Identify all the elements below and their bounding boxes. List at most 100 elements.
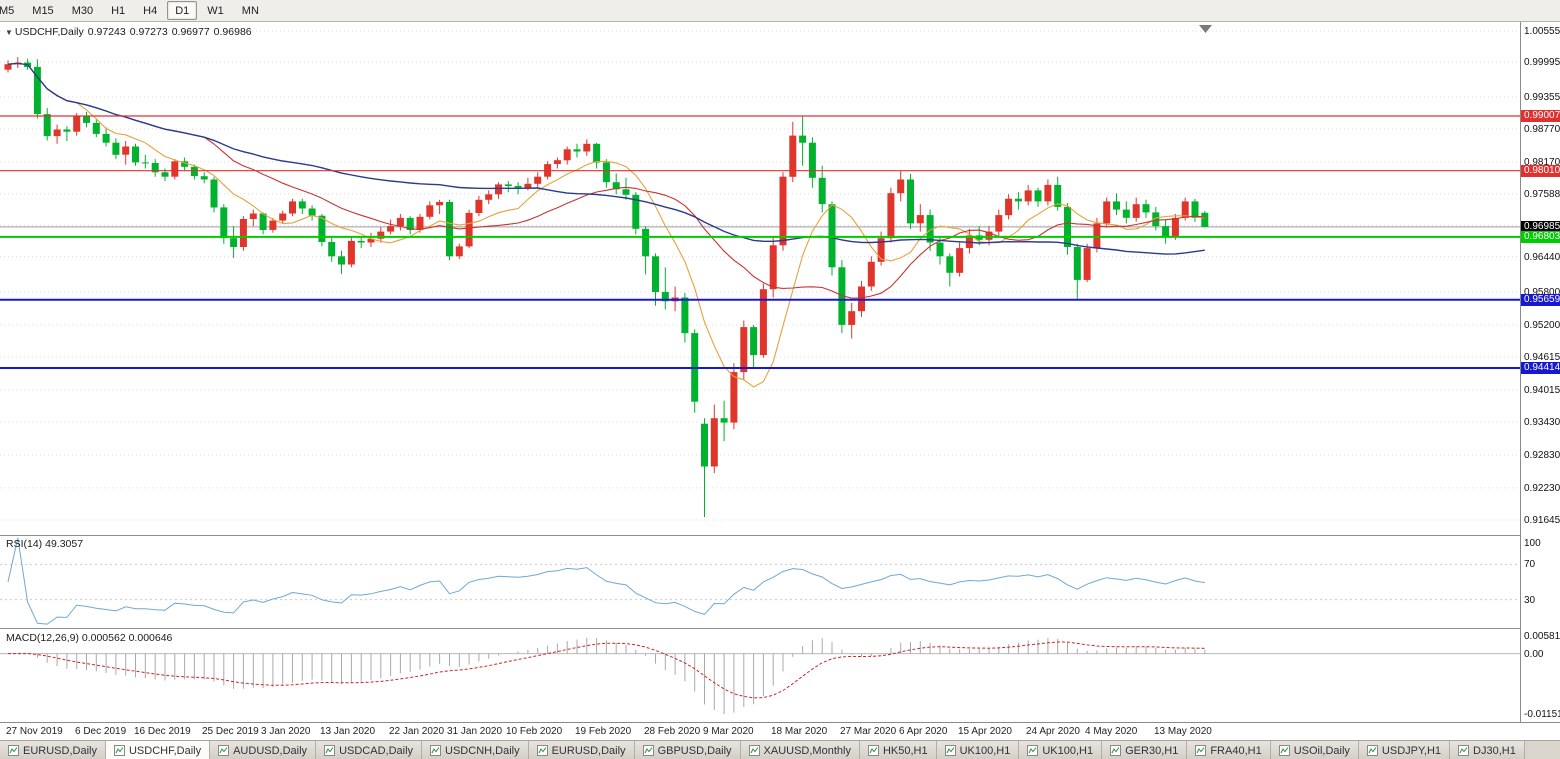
chart-tab-UK100-H1[interactable]: UK100,H1 — [936, 741, 1020, 759]
rsi-tick-70: 70 — [1524, 559, 1536, 570]
timeframe-button-M15[interactable]: M15 — [32, 4, 54, 17]
chart-tab-label: USDCHF,Daily — [128, 744, 202, 757]
macd-indicator-label: MACD(12,26,9) 0.000562 0.000646 — [6, 632, 172, 644]
horizontal-level-lines[interactable] — [0, 115, 1520, 369]
chart-tab-EURUSD-Daily[interactable]: EURUSD,Daily — [528, 741, 635, 759]
chart-tab-icon — [218, 745, 230, 756]
chart-tab-GBPUSD-Daily[interactable]: GBPUSD,Daily — [634, 741, 741, 759]
macd-signal-line — [8, 641, 1205, 699]
chart-tab-label: GER30,H1 — [1125, 744, 1179, 757]
timeframe-button-H1[interactable]: H1 — [111, 4, 126, 17]
timeframe-button-W1[interactable]: W1 — [207, 4, 224, 17]
price-tick-0.93430: 0.93430 — [1524, 417, 1560, 428]
date-label: 16 Dec 2019 — [134, 726, 191, 737]
chart-tab-icon — [1110, 745, 1122, 756]
rsi-value: 49.3057 — [45, 538, 84, 550]
chart-tab-icon — [944, 745, 956, 756]
chart-tab-icon — [1195, 745, 1207, 756]
chart-tab-AUDUSD-Daily[interactable]: AUDUSD,Daily — [210, 741, 317, 759]
chart-tab-GER30-H1[interactable]: GER30,H1 — [1102, 741, 1188, 759]
price-tick-1.00555: 1.00555 — [1524, 26, 1560, 37]
price-tick-0.94015: 0.94015 — [1524, 385, 1560, 396]
chart-shift-marker[interactable] — [1199, 25, 1212, 33]
date-label: 31 Jan 2020 — [447, 726, 503, 737]
price-tick-0.99355: 0.99355 — [1524, 92, 1560, 103]
price-tick-0.92830: 0.92830 — [1524, 450, 1560, 461]
ohlc-open: 0.97243 — [87, 26, 126, 38]
chart-tab-label: EURUSD,Daily — [23, 744, 97, 757]
chart-tab-HK50-H1[interactable]: HK50,H1 — [859, 741, 937, 759]
rsi-line — [7, 537, 1205, 625]
chart-tab-label: FRA40,H1 — [1210, 744, 1262, 757]
date-label: 13 May 2020 — [1154, 726, 1212, 737]
ohlc-close: 0.96986 — [213, 26, 252, 38]
chart-tab-USDCAD-Daily[interactable]: USDCAD,Daily — [316, 741, 423, 759]
chart-tab-label: DJ30,H1 — [1473, 744, 1516, 757]
macd-main-value: 0.000562 — [81, 632, 126, 644]
chart-tab-icon — [867, 745, 879, 756]
chart-tab-USDCNH-Daily[interactable]: USDCNH,Daily — [422, 741, 529, 759]
chart-tab-icon — [1366, 745, 1378, 756]
timeframe-button-M5[interactable]: M5 — [0, 4, 15, 17]
price-tick-0.97588: 0.97588 — [1524, 189, 1560, 200]
price-tick-0.98770: 0.98770 — [1524, 124, 1560, 135]
timeframe-button-D1[interactable]: D1 — [167, 1, 198, 20]
candlestick-series — [4, 57, 1209, 517]
ma-55-line — [7, 62, 1205, 255]
date-label: 28 Feb 2020 — [644, 726, 701, 737]
macd-tick-zero: 0.00 — [1524, 649, 1544, 660]
chart-symbol-label: USDCHF,Daily — [14, 26, 84, 38]
chart-tab-icon — [536, 745, 548, 756]
chart-tab-USOil-Daily[interactable]: USOil,Daily — [1270, 741, 1359, 759]
chart-tab-icon — [1278, 745, 1290, 756]
chart-tab-USDJPY-H1[interactable]: USDJPY,H1 — [1358, 741, 1451, 759]
chart-tab-FRA40-H1[interactable]: FRA40,H1 — [1187, 741, 1271, 759]
price-chart-svg[interactable] — [0, 22, 1520, 722]
rsi-tick-30: 30 — [1524, 595, 1536, 606]
symbol-dropdown-icon[interactable]: ▼ — [5, 28, 13, 37]
price-scale[interactable]: 1.00555 0.99995 0.99355 0.98770 0.98170 0.975… — [1520, 22, 1560, 722]
chart-tab-icon — [8, 745, 19, 756]
price-tick-0.95200: 0.95200 — [1524, 320, 1560, 331]
chart-tab-label: USDCAD,Daily — [339, 744, 414, 757]
price-tick-0.92230: 0.92230 — [1524, 483, 1560, 494]
chart-tab-USDCHF-Daily[interactable]: USDCHF,Daily — [105, 741, 211, 759]
macd-tick-bottom: -0.01151 — [1524, 709, 1560, 720]
hline-price-badge-0.94414: 0.94414 — [1521, 362, 1560, 374]
macd-tick-top: 0.00581 — [1524, 631, 1560, 642]
chart-tab-XAUUSD-Monthly[interactable]: XAUUSD,Monthly — [740, 741, 860, 759]
hline-price-badge-0.95659: 0.95659 — [1521, 294, 1560, 306]
date-label: 6 Apr 2020 — [899, 726, 948, 737]
chart-tab-DJ30-H1[interactable]: DJ30,H1 — [1450, 741, 1525, 759]
macd-signal-value: 0.000646 — [128, 632, 173, 644]
chart-tab-UK100-H1[interactable]: UK100,H1 — [1019, 741, 1103, 759]
chart-area[interactable]: ▼ USDCHF,Daily 0.97243 0.97273 0.96977 0.9698… — [0, 22, 1520, 722]
rsi-tick-100: 100 — [1524, 538, 1541, 549]
date-label: 19 Feb 2020 — [575, 726, 632, 737]
price-tick-0.96440: 0.96440 — [1524, 252, 1560, 263]
price-tick-0.91645: 0.91645 — [1524, 515, 1560, 526]
chart-tab-label: UK100,H1 — [959, 744, 1011, 757]
ma-21-line — [7, 62, 1205, 299]
time-axis[interactable]: 27 Nov 2019 6 Dec 2019 16 Dec 2019 25 Dec 2… — [0, 722, 1560, 740]
macd-panel — [0, 637, 1520, 715]
chart-tab-icon — [324, 745, 336, 756]
date-label: 27 Nov 2019 — [6, 726, 63, 737]
chart-tab-EURUSD-Daily[interactable]: EURUSD,Daily — [0, 741, 106, 759]
chart-tab-label: GBPUSD,Daily — [657, 744, 732, 757]
bid-price-badge: 0.96985 — [1521, 221, 1560, 233]
timeframe-button-H4[interactable]: H4 — [143, 4, 158, 17]
price-tick-0.94615: 0.94615 — [1524, 352, 1560, 363]
date-label: 25 Dec 2019 — [202, 726, 259, 737]
date-label: 27 Mar 2020 — [840, 726, 897, 737]
chart-tab-label: USOil,Daily — [1293, 744, 1350, 757]
chart-tab-label: USDCNH,Daily — [445, 744, 520, 757]
date-label: 9 Mar 2020 — [703, 726, 754, 737]
timeframe-button-MN[interactable]: MN — [241, 4, 259, 17]
timeframe-button-M30[interactable]: M30 — [71, 4, 94, 17]
macd-name: MACD(12,26,9) — [6, 632, 79, 644]
chart-tab-label: USDJPY,H1 — [1381, 744, 1442, 757]
rsi-name: RSI(14) — [6, 538, 43, 550]
ohlc-low: 0.96977 — [171, 26, 210, 38]
